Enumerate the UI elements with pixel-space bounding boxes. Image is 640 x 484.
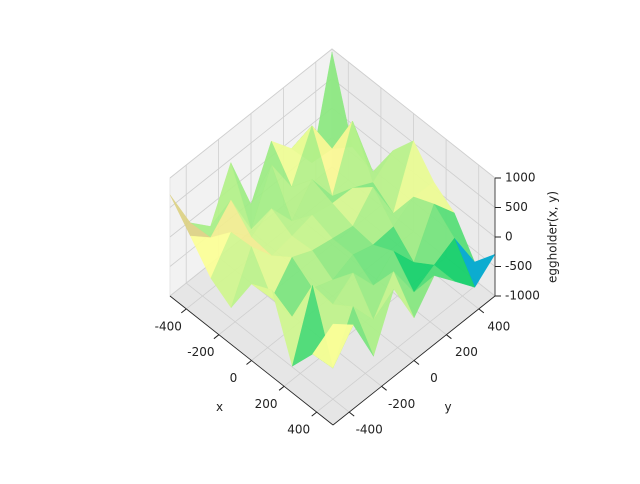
y-tick-label: -200: [388, 397, 415, 411]
tick-mark: [381, 385, 387, 391]
y-tick-label: -400: [356, 423, 383, 437]
tick-mark: [446, 334, 452, 340]
grid-line: [169, 107, 333, 238]
x-tick-label: -200: [187, 345, 214, 359]
x-axis-label: x: [216, 400, 223, 414]
tick-mark: [246, 360, 252, 365]
tick-mark: [278, 385, 285, 391]
z-tick-label: -500: [505, 259, 532, 273]
surface-patch: [312, 323, 354, 369]
grid-line: [169, 48, 333, 179]
x-tick-label: 400: [287, 423, 310, 437]
x-axis-line: [169, 295, 334, 426]
grid-line: [169, 78, 333, 208]
grid-line: [331, 48, 496, 179]
z-tick-label: 500: [505, 200, 528, 214]
x-tick-label: -400: [155, 319, 182, 333]
y-axis-label: y: [444, 400, 451, 414]
tick-mark: [478, 308, 485, 314]
tick-mark: [213, 334, 220, 340]
z-tick-label: -1000: [505, 289, 540, 303]
y-tick-label: 0: [430, 371, 438, 385]
tick-mark: [348, 411, 355, 417]
y-tick-label: 200: [455, 345, 478, 359]
z-tick-label: 1000: [505, 171, 536, 185]
axes: -400 -200 0 200 400 -400 -200 0 200 400 -1000 -500 0…: [155, 171, 560, 437]
grid-line: [185, 282, 350, 413]
tick-mark: [413, 360, 420, 365]
tick-mark: [311, 411, 318, 417]
tick-mark: [180, 308, 187, 314]
x-tick-label: 0: [230, 371, 238, 385]
z-tick-label: 0: [505, 230, 513, 244]
y-axis-line: [332, 295, 496, 426]
surface: [169, 51, 496, 369]
x-tick-label: 200: [255, 397, 278, 411]
z-axis-label: eggholder(x, y): [546, 191, 560, 283]
y-tick-label: 400: [487, 319, 510, 333]
